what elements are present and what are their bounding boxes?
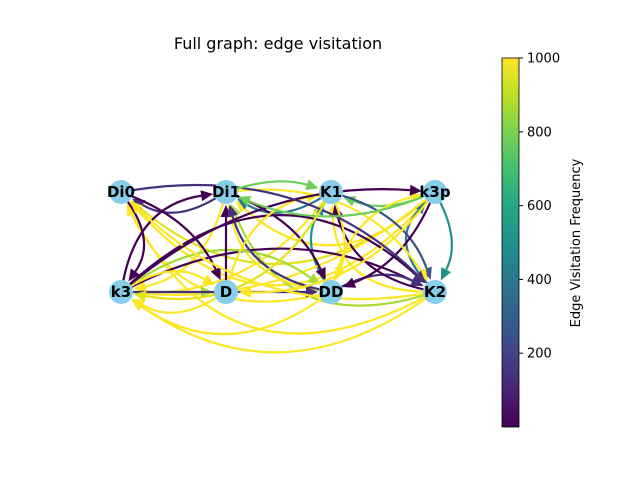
node-circle (214, 280, 238, 304)
graph-edge (137, 200, 428, 287)
edge-arrowhead (130, 201, 143, 214)
node-label: Di0 (107, 183, 135, 201)
graph-edge (132, 183, 418, 276)
graph-edge (342, 194, 428, 269)
edge-arrowhead (227, 204, 238, 218)
edge-arrowhead (409, 184, 423, 196)
graph-edge (126, 201, 146, 273)
edge-arrowhead (414, 201, 427, 215)
edge-arrowhead (133, 290, 147, 302)
node-circle (214, 180, 238, 204)
graph-edge (334, 202, 346, 270)
graph-edge (130, 248, 312, 287)
graph-edge (237, 188, 423, 272)
node-label: K2 (424, 283, 446, 301)
edge-arrowhead (201, 274, 215, 286)
colorbar-tick-label: 200 (527, 347, 552, 362)
edge-arrowhead (305, 179, 319, 191)
node-circle (423, 280, 447, 304)
graph-edge (228, 196, 307, 281)
edge-arrowhead (413, 270, 426, 283)
graph-node[interactable]: D (214, 280, 238, 304)
graph-edge (333, 196, 411, 281)
edge-arrowhead (132, 298, 146, 310)
graph-edge (250, 200, 429, 294)
node-label: D (220, 283, 232, 301)
graph-edge (439, 202, 453, 271)
node-circle (109, 280, 133, 304)
colorbar-tick-label: 600 (527, 199, 552, 214)
node-circle (109, 180, 133, 204)
colorbar-tick-label: 400 (527, 273, 552, 288)
graph-node[interactable]: K2 (423, 280, 447, 304)
edge-arrowhead (238, 196, 252, 207)
graph-edge (145, 198, 427, 296)
graph-edge (141, 297, 217, 314)
edge-arrowhead (126, 203, 137, 217)
graph-edge (145, 203, 224, 288)
colorbar-ticks: 200 400 600 800 1000 (519, 52, 560, 362)
edge-arrowhead (200, 190, 214, 202)
edges-group (122, 179, 453, 354)
graph-edge (145, 201, 327, 301)
node-label: DD (319, 283, 344, 301)
colorbar-label: Edge Visitation Frequency (569, 158, 584, 327)
node-label: k3p (419, 183, 450, 201)
graph-edge (140, 297, 322, 336)
edge-arrowhead (343, 277, 357, 288)
graph-edge (248, 195, 425, 218)
graph-node[interactable]: k3 (109, 280, 133, 304)
graph-edge (231, 215, 320, 291)
graph-node[interactable]: Di0 (107, 180, 135, 204)
colorbar-gradient (501, 57, 520, 428)
graph-edge (130, 270, 206, 287)
graph-edge (237, 180, 308, 190)
graph-node[interactable]: Di1 (212, 180, 240, 204)
graph-edge (331, 216, 424, 293)
node-circle (319, 180, 343, 204)
graph-edge (353, 202, 432, 284)
colorbar-tick-label: 800 (527, 125, 552, 140)
edge-arrowhead (238, 286, 252, 298)
graph-edge (131, 195, 217, 270)
colorbar-tick-label: 1000 (527, 52, 560, 67)
edge-arrowhead (307, 273, 321, 285)
graph-node[interactable]: K1 (319, 180, 343, 204)
graph-edge (140, 297, 426, 354)
graph-edge (141, 197, 217, 214)
node-circle (319, 280, 343, 304)
colorbar: 200 400 600 800 1000 Edge Visitation Frequen… (501, 52, 584, 428)
graph-edge (129, 188, 411, 286)
node-circle (423, 180, 447, 204)
graph-edge (138, 208, 424, 301)
graph-edge (129, 214, 418, 285)
edge-arrowhead (315, 266, 326, 281)
graph-edge (131, 247, 414, 288)
edge-arrowhead (210, 266, 221, 281)
graph-edge (336, 215, 424, 291)
edge-arrowhead (440, 267, 452, 281)
graph-edge (246, 197, 322, 214)
chart-title: Full graph: edge visitation (174, 34, 382, 53)
node-label: K1 (320, 183, 342, 201)
graph-node[interactable]: DD (319, 280, 344, 304)
node-label: Di1 (212, 183, 240, 201)
graph-node[interactable]: k3p (419, 180, 451, 204)
edge-arrowhead (410, 275, 424, 287)
edge-arrowhead (128, 268, 140, 282)
node-label: k3 (111, 283, 131, 301)
